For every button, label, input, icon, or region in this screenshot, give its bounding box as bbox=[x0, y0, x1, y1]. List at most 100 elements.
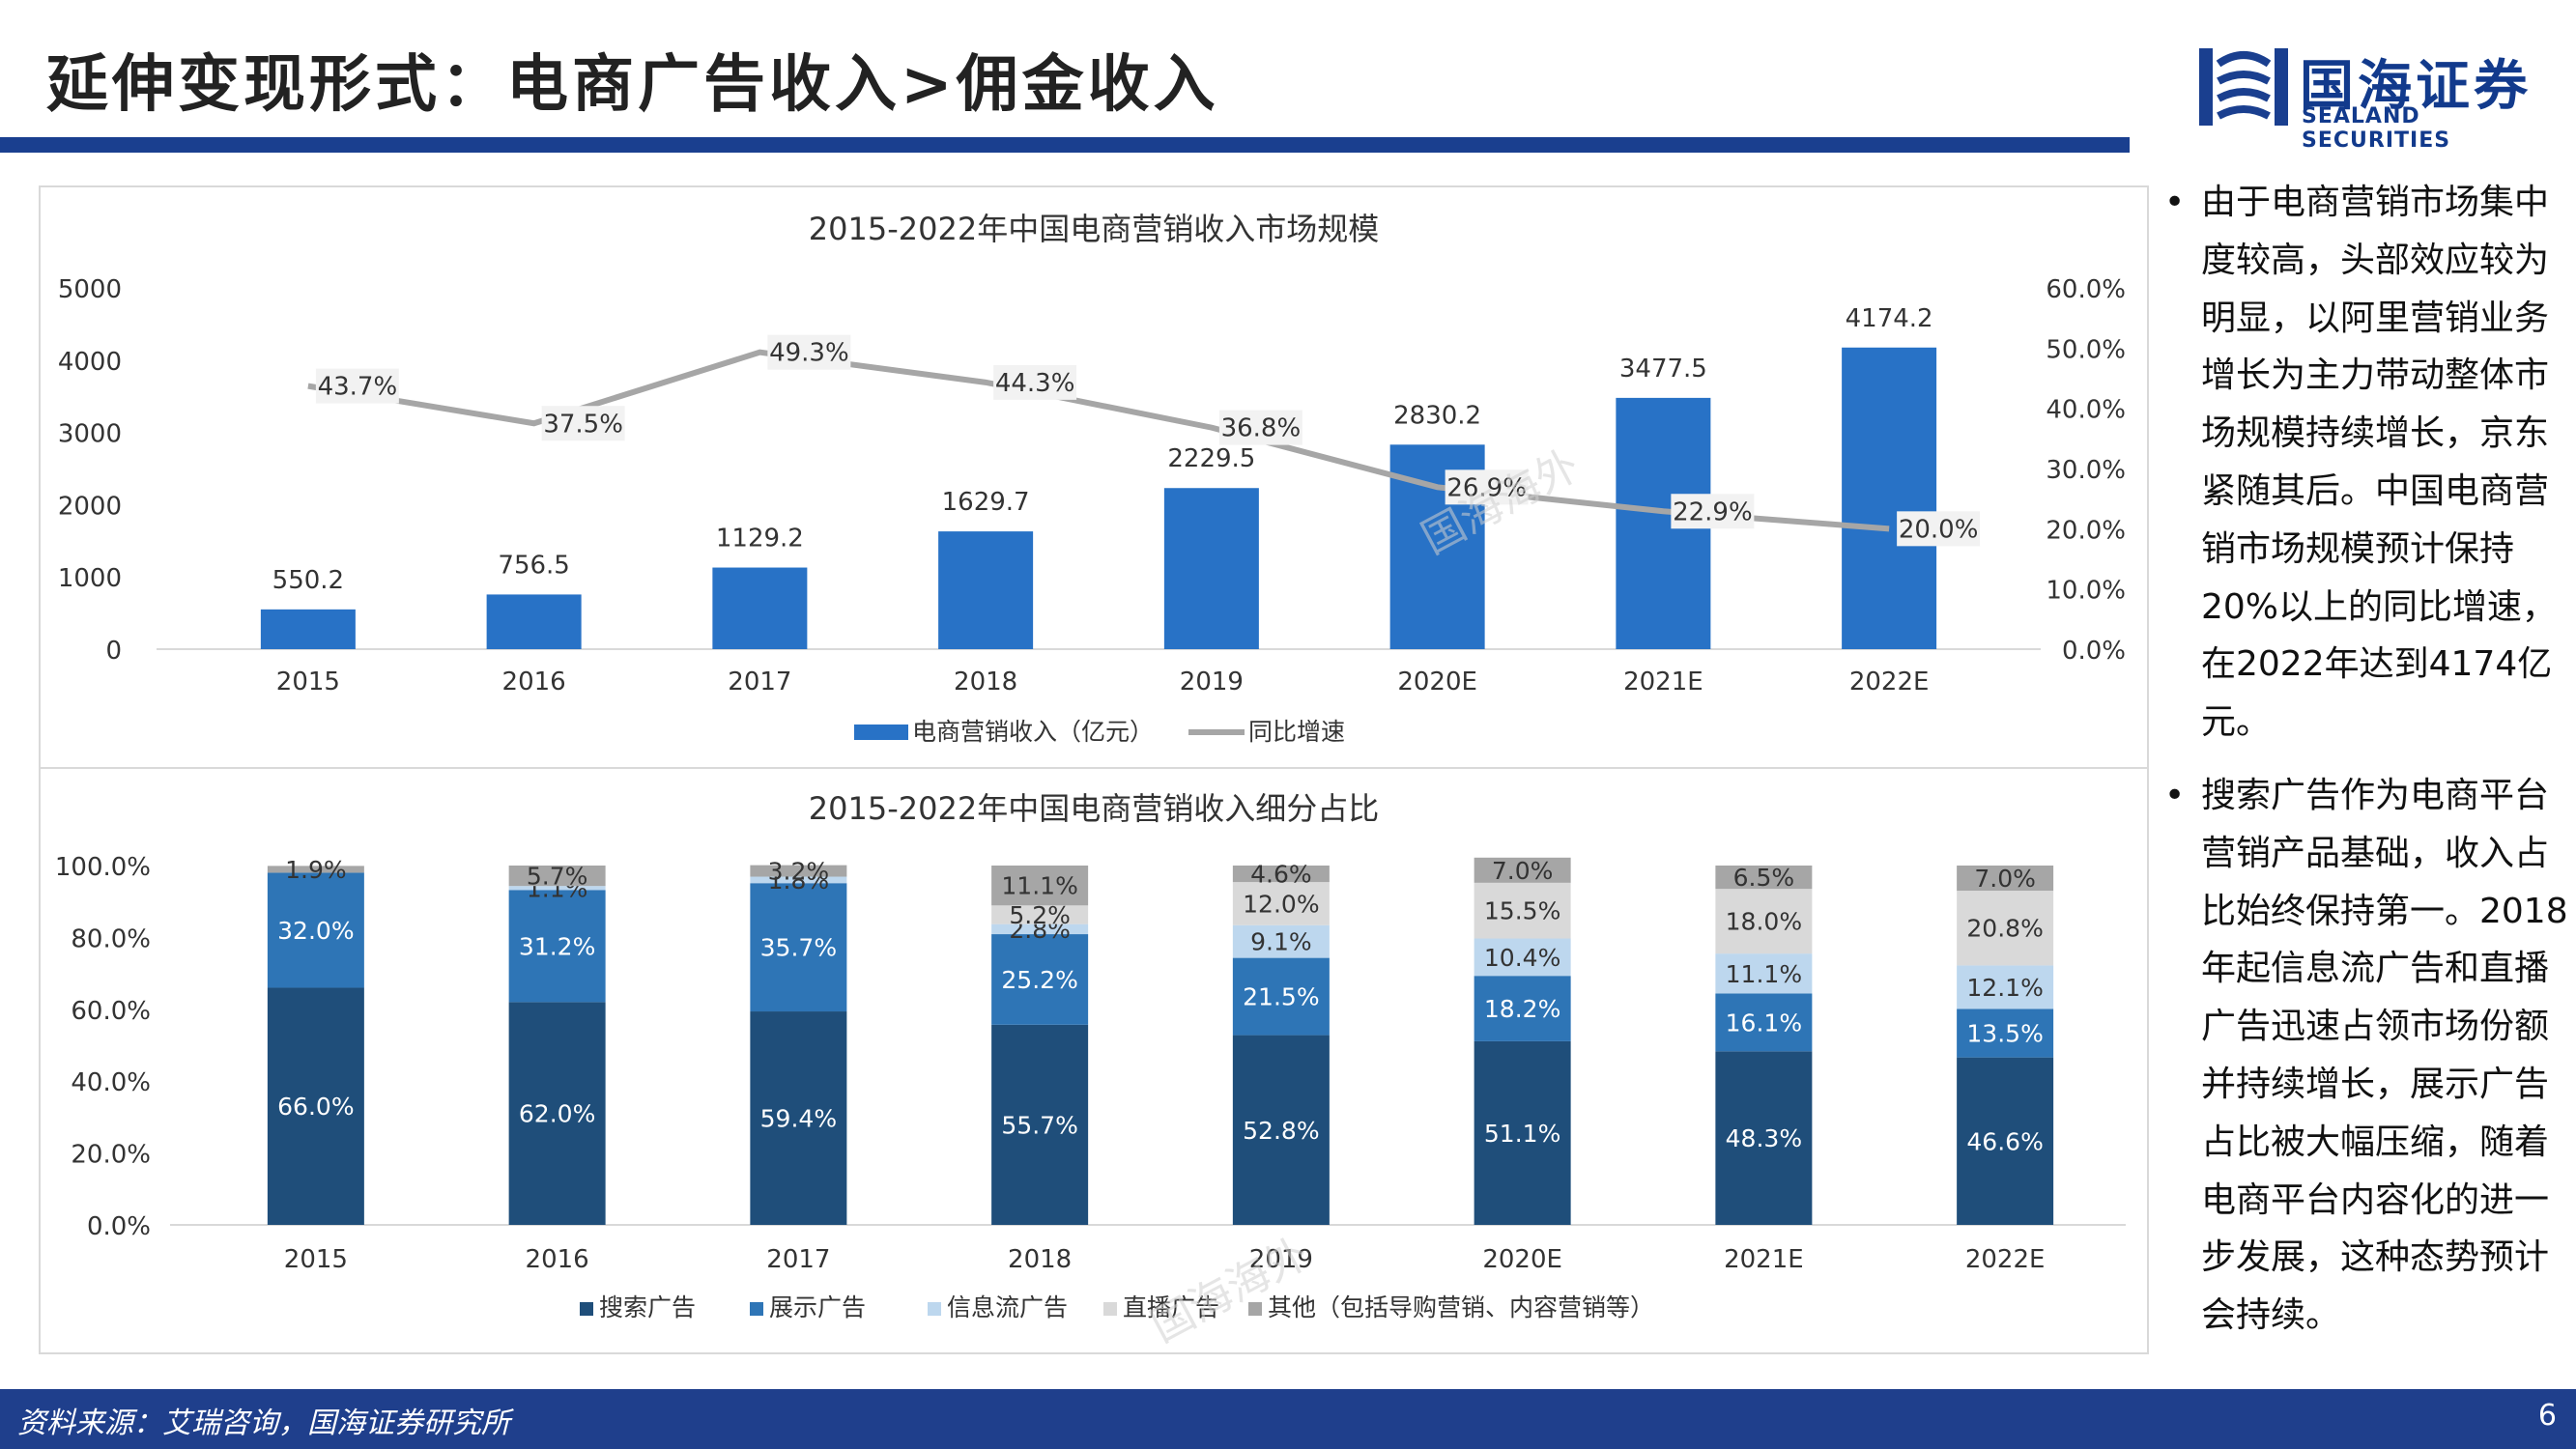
bar-data-label: 756.5 bbox=[498, 551, 569, 580]
y-axis-left-tick-label: 5000 bbox=[58, 275, 122, 304]
segment-data-label: 5.2% bbox=[1009, 901, 1071, 929]
stack-segment bbox=[1232, 1035, 1330, 1225]
market-size-chart: 2015-2022年中国电商营销收入市场规模 5000 4000 3000 2000 10… bbox=[58, 211, 2126, 746]
segment-data-label: 13.5% bbox=[1966, 1020, 2043, 1048]
x-axis-tick-label: 2019 bbox=[1180, 668, 1244, 696]
stack-segment bbox=[267, 866, 364, 873]
segment-share-chart: 2015-2022年中国电商营销收入细分占比 100.0% 80.0% 60.0% 40… bbox=[55, 790, 2126, 1352]
x-axis-tick-label: 2022E bbox=[1965, 1245, 2046, 1274]
line-data-label: 44.3% bbox=[995, 369, 1075, 398]
x-axis-tick-label: 2020E bbox=[1397, 668, 1477, 696]
bar bbox=[1163, 488, 1259, 649]
line-data-label: 49.3% bbox=[769, 339, 849, 368]
stack-segment bbox=[1715, 866, 1813, 890]
segment-data-label: 62.0% bbox=[519, 1100, 595, 1128]
segment-data-label: 18.2% bbox=[1484, 995, 1560, 1023]
legend-swatch bbox=[1103, 1302, 1117, 1316]
x-axis-tick-label: 2021E bbox=[1623, 668, 1703, 696]
bar-data-label: 550.2 bbox=[272, 566, 344, 595]
bar-data-label: 2229.5 bbox=[1167, 444, 1255, 473]
line-label-box bbox=[541, 406, 625, 441]
line-data-label: 43.7% bbox=[318, 373, 398, 402]
segment-data-label: 66.0% bbox=[277, 1093, 354, 1121]
stack-segment bbox=[1957, 866, 2054, 892]
stack-segment bbox=[1232, 924, 1330, 958]
x-axis-tick-label: 2015 bbox=[284, 1245, 348, 1274]
bar bbox=[938, 531, 1034, 649]
y-axis-tick-label: 80.0% bbox=[71, 924, 151, 953]
source-note: 资料来源：艾瑞咨询，国海证券研究所 bbox=[17, 1406, 510, 1440]
chart-panel: 2015-2022年中国电商营销收入市场规模 5000 4000 3000 2000 10… bbox=[39, 185, 2149, 1354]
stack-segment bbox=[991, 934, 1089, 1025]
legend-label: 搜索广告 bbox=[599, 1293, 696, 1321]
bar-data-label: 3477.5 bbox=[1619, 355, 1707, 384]
bar bbox=[486, 594, 582, 649]
segment-data-label: 35.7% bbox=[760, 934, 837, 962]
y-axis-right-tick-label: 20.0% bbox=[2046, 516, 2126, 545]
segment-data-label: 21.5% bbox=[1243, 983, 1319, 1011]
stack-segment bbox=[1957, 1009, 2054, 1058]
stack-segment bbox=[508, 1002, 606, 1225]
stack-segment bbox=[1957, 891, 2054, 966]
y-axis-tick-label: 0.0% bbox=[87, 1212, 151, 1241]
stack-segment bbox=[508, 890, 606, 1003]
stack-segment bbox=[1474, 882, 1571, 939]
y-axis-left-tick-label: 3000 bbox=[58, 420, 122, 449]
line-data-label: 20.0% bbox=[1899, 515, 1979, 544]
bullet-item: • 搜索广告作为电商平台营销产品基础，收入占比始终保持第一。2018年起信息流广… bbox=[2164, 767, 2570, 1345]
stack-segment bbox=[750, 883, 847, 1012]
logo-name-en: SEALAND SECURITIES bbox=[2302, 104, 2451, 153]
y-axis-left-tick-label: 2000 bbox=[58, 492, 122, 521]
segment-data-label: 7.0% bbox=[1492, 857, 1554, 885]
legend-swatch bbox=[750, 1302, 763, 1316]
stack-segment bbox=[1474, 938, 1571, 977]
stack-segment bbox=[1715, 993, 1813, 1052]
stack-segment bbox=[1232, 957, 1330, 1036]
x-axis-tick-label: 2017 bbox=[766, 1245, 830, 1274]
segment-data-label: 25.2% bbox=[1001, 966, 1077, 994]
stack-segment bbox=[1474, 1040, 1571, 1225]
y-axis-right-tick-label: 30.0% bbox=[2046, 456, 2126, 485]
stack-segment bbox=[750, 876, 847, 884]
segment-data-label: 11.1% bbox=[1001, 872, 1077, 900]
segment-data-label: 9.1% bbox=[1250, 928, 1312, 956]
legend-label: 电商营销收入（亿元） bbox=[912, 718, 1154, 746]
x-axis-tick-label: 2019 bbox=[1249, 1245, 1313, 1274]
y-axis-right-tick-label: 50.0% bbox=[2046, 335, 2126, 364]
stack-segment bbox=[750, 865, 847, 877]
bullet-text: 由于电商营销市场集中度较高，头部效应较为明显，以阿里营销业务增长为主力带动整体市… bbox=[2201, 183, 2558, 743]
segment-data-label: 6.5% bbox=[1733, 864, 1795, 892]
segment-data-label: 55.7% bbox=[1001, 1111, 1077, 1139]
segment-data-label: 31.2% bbox=[519, 932, 595, 960]
segment-data-label: 4.6% bbox=[1250, 861, 1312, 889]
bullet-item: • 由于电商营销市场集中度较高，头部效应较为明显，以阿里营销业务增长为主力带动整… bbox=[2164, 174, 2570, 752]
stack-segment bbox=[1474, 857, 1571, 883]
line-label-box bbox=[993, 364, 1077, 400]
bullet-text: 搜索广告作为电商平台营销产品基础，收入占比始终保持第一。2018年起信息流广告和… bbox=[2201, 775, 2568, 1336]
line-label-box bbox=[767, 334, 851, 370]
legend-swatch-bar bbox=[854, 724, 908, 740]
segment-data-label: 59.4% bbox=[760, 1105, 837, 1133]
sealand-logo-mark bbox=[2199, 48, 2288, 126]
segment-data-label: 18.0% bbox=[1726, 908, 1802, 936]
x-axis-tick-label: 2020E bbox=[1482, 1245, 1562, 1274]
segment-data-label: 5.7% bbox=[527, 863, 588, 891]
segment-data-label: 1.9% bbox=[285, 856, 347, 884]
y-axis-tick-label: 100.0% bbox=[55, 853, 151, 882]
y-axis-tick-label: 20.0% bbox=[71, 1141, 151, 1170]
x-axis-tick-label: 2016 bbox=[526, 1245, 589, 1274]
page-number: 6 bbox=[2537, 1399, 2557, 1433]
legend-swatch bbox=[928, 1302, 941, 1316]
bar bbox=[1842, 347, 1937, 649]
x-axis-tick-label: 2016 bbox=[502, 668, 566, 696]
x-axis-tick-label: 2018 bbox=[1008, 1245, 1072, 1274]
stack-segment bbox=[991, 866, 1089, 906]
bar-data-label: 1629.7 bbox=[942, 488, 1030, 517]
stack-segment bbox=[508, 866, 606, 887]
x-axis-tick-label: 2017 bbox=[728, 668, 791, 696]
segment-data-label: 12.1% bbox=[1966, 974, 2043, 1002]
stack-segment bbox=[1715, 889, 1813, 954]
y-axis-tick-label: 60.0% bbox=[71, 997, 151, 1026]
x-axis-tick-label: 2015 bbox=[276, 668, 340, 696]
y-axis-left-tick-label: 0 bbox=[105, 637, 122, 666]
